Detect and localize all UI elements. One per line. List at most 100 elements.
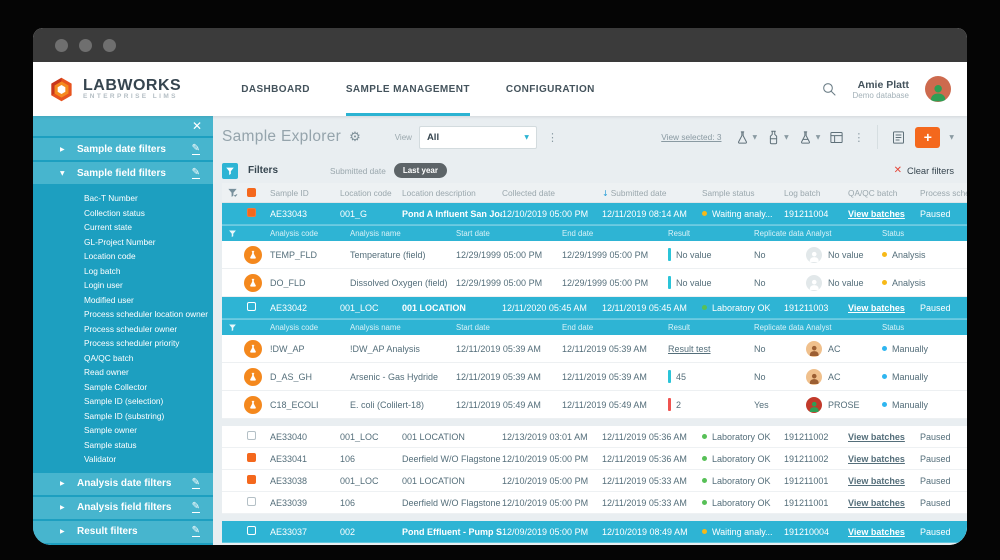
tab-dashboard[interactable]: DASHBOARD xyxy=(241,83,310,95)
analysis-row[interactable]: C18_ECOLI E. coli (Colilert-18) 12/11/2019… xyxy=(222,391,967,419)
view-batches-link[interactable]: View batches xyxy=(848,453,905,464)
edit-pencil-icon[interactable]: ✎ xyxy=(191,501,200,513)
tab-configuration[interactable]: CONFIGURATION xyxy=(505,83,595,95)
location-description: Deerfield W/O Flagstone xyxy=(402,453,501,464)
sidebar-item-current-state[interactable]: Current state xyxy=(84,222,132,232)
sidebar-item-qa-qc-batch[interactable]: QA/QC batch xyxy=(84,352,134,363)
sidebar-item-read-owner[interactable]: Read owner xyxy=(84,367,129,377)
labworks-logo[interactable]: LABWORKS ENTERPRISE LIMS xyxy=(48,76,181,103)
sidebar-section-1[interactable]: ▼ Sample field filters ✎ xyxy=(33,162,213,184)
sidebar-item-bac-t-number[interactable]: Bac-T Number xyxy=(84,193,138,203)
user-info[interactable]: Amie Platt Demo database xyxy=(853,79,909,100)
sidebar-section-3[interactable]: ▶ Analysis field filters ✎ xyxy=(33,496,213,519)
location-description: Pond A Influent San Joaq... xyxy=(402,208,502,219)
row-checkbox[interactable] xyxy=(247,302,256,311)
analysis-row[interactable]: DO_FLD Dissolved Oxygen (field) 12/29/1999… xyxy=(222,269,967,297)
column-header[interactable]: Sample ID xyxy=(270,187,309,198)
sidebar-item-process-scheduler-location-owner[interactable]: Process scheduler location owner xyxy=(84,309,209,319)
analysis-row[interactable]: !DW_AP !DW_AP Analysis 12/11/2019 05:39 AM… xyxy=(222,335,967,363)
bottle-icon[interactable]: ▼ xyxy=(766,130,789,145)
report-icon[interactable] xyxy=(891,130,906,145)
sidebar-item-sample-owner[interactable]: Sample owner xyxy=(84,425,138,435)
sidebar-item-sample-id-selection-[interactable]: Sample ID (selection) xyxy=(84,396,164,406)
row-checkbox[interactable] xyxy=(247,526,256,535)
sidebar-item-login-user[interactable]: Login user xyxy=(84,280,123,290)
filter-chip-value[interactable]: Last year xyxy=(393,163,447,178)
chevron-down-icon: ▼ xyxy=(524,133,529,141)
status-cell: Laboratory OK xyxy=(702,303,784,313)
sidebar-item-modified-user[interactable]: Modified user xyxy=(84,294,134,305)
search-icon[interactable] xyxy=(821,81,837,97)
status-cell: Laboratory OK xyxy=(702,454,784,464)
view-batches-link[interactable]: View batches xyxy=(848,302,905,313)
column-header[interactable]: Location description xyxy=(402,187,476,198)
filter-funnel-icon[interactable] xyxy=(222,162,238,179)
flask-icon[interactable]: ▼ xyxy=(735,130,757,145)
analysis-row[interactable]: TEMP_FLD Temperature (field) 12/29/1999 05… xyxy=(222,241,967,269)
card-view-icon[interactable] xyxy=(829,130,844,145)
table-row[interactable]: AE33038 001_LOC 001 LOCATION 12/10/2019 05:… xyxy=(222,470,967,492)
sidebar-item-location-code[interactable]: Location code xyxy=(84,251,136,261)
sidebar-item-process-scheduler-owner[interactable]: Process scheduler owner xyxy=(84,323,178,334)
row-checkbox[interactable] xyxy=(247,208,256,217)
column-header[interactable]: QA/QC batch xyxy=(848,187,898,198)
window-dot[interactable] xyxy=(79,38,92,52)
sidebar-item-gl-project-number[interactable]: GL-Project Number xyxy=(84,236,156,247)
table-row[interactable]: AE33039 106 Deerfield W/O Flagstone 12/10/2… xyxy=(222,492,967,514)
sidebar-section-0[interactable]: ▶ Sample date filters ✎ xyxy=(33,138,213,160)
edit-pencil-icon[interactable]: ✎ xyxy=(191,477,200,489)
flask-batch-icon[interactable]: ▼ xyxy=(798,130,820,145)
window-titlebar[interactable] xyxy=(33,28,967,62)
tab-sample-management[interactable]: SAMPLE MANAGEMENT xyxy=(345,62,470,116)
user-database: Demo database xyxy=(852,90,909,100)
sidebar-item-process-scheduler-priority[interactable]: Process scheduler priority xyxy=(84,338,180,348)
sidebar-item-log-batch[interactable]: Log batch xyxy=(84,265,121,276)
column-header[interactable]: Log batch xyxy=(784,187,821,198)
sidebar-item-collection-status[interactable]: Collection status xyxy=(84,207,145,218)
table-row[interactable]: AE33040 001_LOC 001 LOCATION 12/13/2019 03:… xyxy=(222,426,967,448)
chevron-down-icon[interactable]: ▼ xyxy=(949,133,954,141)
view-batches-link[interactable]: View batches xyxy=(848,475,905,486)
view-batches-link[interactable]: View batches xyxy=(848,497,905,508)
window-dot[interactable] xyxy=(103,38,116,52)
view-select[interactable]: All ▼ xyxy=(418,125,537,149)
sidebar-section-4[interactable]: ▶ Result filters ✎ xyxy=(33,520,213,543)
column-header[interactable]: Collected date xyxy=(502,187,556,198)
window-dot[interactable] xyxy=(55,38,68,52)
gear-icon[interactable]: ⚙ xyxy=(349,129,361,145)
table-row[interactable]: AE33042 001_LOC 001 LOCATION 12/11/2020 05:… xyxy=(222,297,967,319)
user-avatar[interactable] xyxy=(925,76,951,102)
row-checkbox[interactable] xyxy=(247,475,256,484)
edit-pencil-icon[interactable]: ✎ xyxy=(191,142,200,155)
kebab-menu-icon[interactable]: ⋮ xyxy=(546,130,558,144)
sidebar-section-2[interactable]: ▶ Analysis date filters ✎ xyxy=(33,472,213,495)
column-header[interactable]: Process scheduler xyxy=(920,187,967,198)
clear-filters-button[interactable]: ✕ Clear filters xyxy=(893,165,954,176)
edit-pencil-icon[interactable]: ✎ xyxy=(191,166,200,179)
result-link[interactable]: Result test xyxy=(668,343,711,354)
table-row[interactable]: AE33041 106 Deerfield W/O Flagstone 12/10/2… xyxy=(222,448,967,470)
column-header[interactable]: Sample status xyxy=(702,187,755,198)
row-checkbox[interactable] xyxy=(247,497,256,506)
sidebar-item-validator[interactable]: Validator xyxy=(84,454,117,464)
column-header[interactable]: Location code xyxy=(340,187,392,198)
row-checkbox[interactable] xyxy=(247,453,256,462)
edit-pencil-icon[interactable]: ✎ xyxy=(191,525,200,537)
kebab-menu-icon[interactable]: ⋮ xyxy=(853,130,865,144)
view-batches-link[interactable]: View batches xyxy=(848,526,905,537)
end-date: 12/11/2019 05:39 AM xyxy=(562,371,647,382)
add-sample-button[interactable]: + xyxy=(915,126,941,148)
close-icon[interactable]: ✕ xyxy=(191,119,202,133)
sidebar-item-sample-id-substring-[interactable]: Sample ID (substring) xyxy=(84,410,165,421)
analysis-row[interactable]: D_AS_GH Arsenic - Gas Hydride 12/11/2019 0… xyxy=(222,363,967,391)
column-header[interactable]: ↓ Submitted date xyxy=(602,187,667,198)
view-selected-link[interactable]: View selected: 3 xyxy=(661,132,722,142)
view-batches-link[interactable]: View batches xyxy=(848,208,905,219)
row-checkbox[interactable] xyxy=(247,431,256,440)
view-batches-link[interactable]: View batches xyxy=(848,431,905,442)
select-all-checkbox[interactable] xyxy=(247,188,256,197)
sidebar-item-sample-collector[interactable]: Sample Collector xyxy=(84,381,148,392)
sidebar-item-sample-status[interactable]: Sample status xyxy=(84,439,137,450)
